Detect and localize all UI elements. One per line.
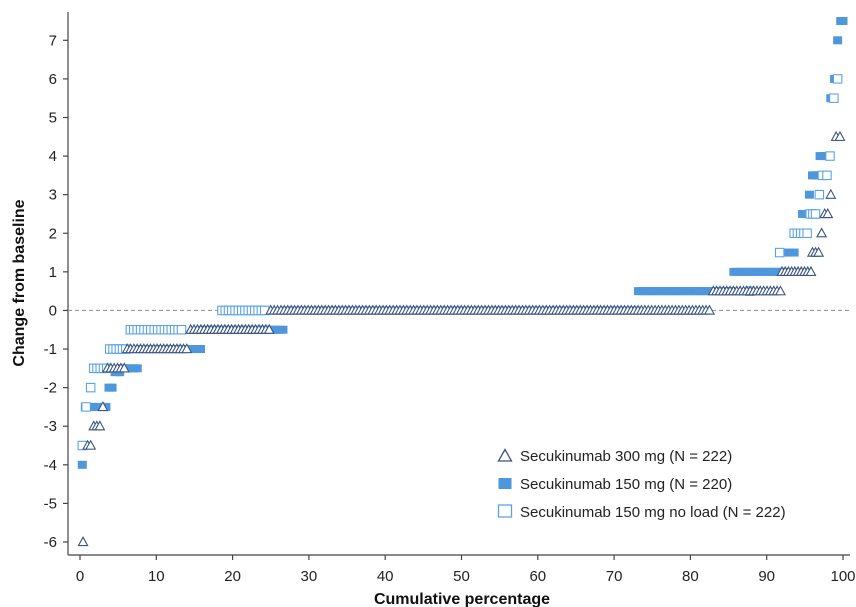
data-point — [834, 130, 846, 141]
y-axis-ticks: -6 -5 -4 -3 -2 -1 0 1 2 3 4 5 6 7 — [44, 32, 68, 551]
y-tick-label: -5 — [44, 495, 57, 512]
data-point — [838, 17, 848, 25]
data-point — [263, 323, 275, 334]
x-tick-label: 0 — [76, 568, 84, 585]
data-markers — [77, 17, 848, 547]
x-tick-label: 70 — [606, 568, 623, 585]
data-point — [774, 285, 786, 296]
data-point — [805, 265, 817, 277]
legend-marker-open-square — [497, 504, 513, 518]
data-point — [703, 304, 716, 315]
chart-legend: Secukinumab 300 mg (N = 222) Secukinumab… — [497, 448, 786, 521]
data-point — [810, 209, 821, 219]
x-tick-label: 10 — [148, 568, 165, 585]
series-markers — [77, 17, 848, 469]
data-point — [118, 362, 130, 373]
legend-item-150mg-no-load: Secukinumab 150 mg no load (N = 222) — [497, 504, 786, 521]
data-point — [832, 74, 843, 84]
data-point — [94, 420, 106, 431]
y-axis-title: Change from baseline — [11, 199, 28, 366]
y-tick-label: 6 — [49, 71, 57, 88]
y-tick-label: 5 — [49, 109, 57, 126]
legend-item-300mg: Secukinumab 300 mg (N = 222) — [497, 448, 732, 465]
x-tick-label: 60 — [529, 568, 546, 585]
data-point — [196, 345, 206, 354]
y-tick-label: -3 — [44, 418, 57, 435]
series-markers — [77, 130, 846, 547]
y-tick-label: -1 — [44, 341, 57, 358]
data-point — [132, 364, 142, 373]
x-tick-label: 30 — [301, 568, 318, 585]
y-tick-label: -6 — [44, 534, 57, 551]
legend-marker-open-triangle — [497, 448, 513, 462]
data-point — [822, 208, 834, 219]
x-tick-label: 20 — [224, 568, 241, 585]
legend-label-150mg-no-load: Secukinumab 150 mg no load (N = 222) — [520, 504, 786, 521]
y-tick-label: 3 — [49, 187, 57, 204]
data-point — [789, 248, 799, 257]
data-point — [822, 170, 832, 181]
data-point — [833, 36, 843, 45]
y-tick-label: 0 — [49, 302, 57, 319]
y-tick-label: 4 — [49, 148, 57, 165]
data-point — [181, 343, 193, 354]
x-tick-label: 100 — [830, 568, 855, 585]
data-point — [816, 227, 828, 238]
data-point — [829, 93, 839, 103]
y-tick-label: 7 — [49, 32, 57, 49]
data-point — [85, 439, 97, 450]
data-point — [176, 324, 187, 335]
data-point — [774, 247, 785, 258]
x-axis-ticks: 0 10 20 30 40 50 60 70 80 90 100 — [76, 555, 856, 585]
y-tick-label: -2 — [44, 380, 57, 397]
data-point — [804, 190, 814, 199]
x-axis-title: Cumulative percentage — [374, 591, 550, 607]
y-tick-label: 2 — [49, 225, 57, 242]
data-point — [85, 382, 96, 393]
series-markers — [77, 74, 843, 451]
legend-label-300mg: Secukinumab 300 mg (N = 222) — [520, 448, 732, 465]
plot-area: -6 -5 -4 -3 -2 -1 0 1 2 3 4 5 6 7 0 10 20 30 40 50 60 70 80 90… — [44, 12, 856, 585]
data-point — [825, 188, 837, 199]
data-point — [814, 189, 825, 200]
data-point — [825, 151, 835, 161]
x-tick-label: 80 — [682, 568, 699, 585]
data-point — [81, 402, 91, 412]
data-point — [813, 246, 825, 257]
data-point — [77, 460, 87, 469]
y-tick-label: -4 — [44, 457, 57, 474]
data-point — [107, 383, 117, 392]
y-tick-label: 1 — [49, 264, 57, 281]
data-point — [278, 325, 288, 334]
legend-item-150mg: Secukinumab 150 mg (N = 220) — [498, 476, 732, 493]
data-point — [802, 228, 812, 239]
x-tick-label: 40 — [377, 568, 394, 585]
x-tick-label: 50 — [453, 568, 470, 585]
legend-marker-filled-square — [498, 478, 512, 489]
legend-label-150mg: Secukinumab 150 mg (N = 220) — [520, 476, 732, 493]
data-point — [77, 536, 89, 547]
data-point — [97, 400, 109, 412]
x-tick-label: 90 — [758, 568, 775, 585]
